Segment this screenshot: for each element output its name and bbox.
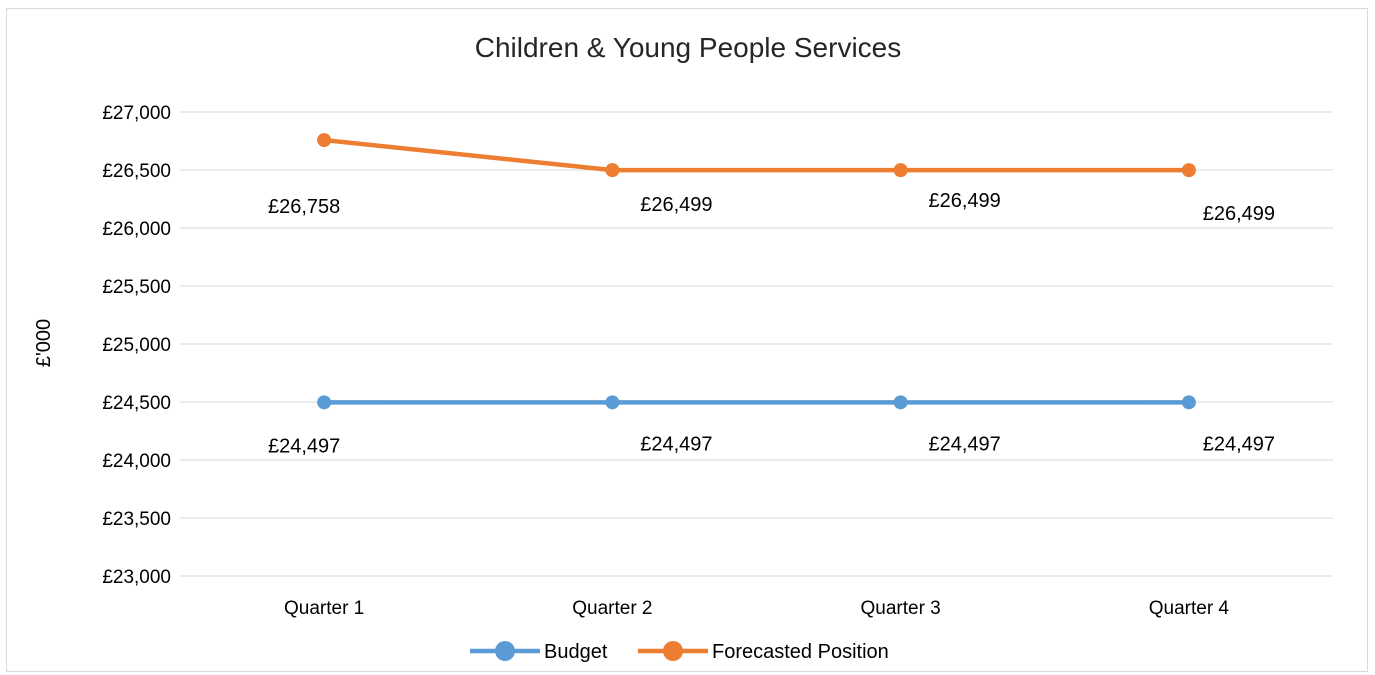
x-category-label: Quarter 4 <box>1149 598 1230 619</box>
data-label: £24,497 <box>1203 433 1275 455</box>
legend: Budget Forecasted Position <box>470 641 889 663</box>
y-tick-label: £23,000 <box>102 567 171 588</box>
y-tick-label: £24,500 <box>102 393 171 414</box>
chart-title: Children & Young People Services <box>475 32 902 63</box>
y-tick-label: £25,000 <box>102 335 171 356</box>
series-line <box>321 137 1192 173</box>
y-tick-label: £26,000 <box>102 219 171 240</box>
gridlines <box>180 111 1333 577</box>
y-tick-label: £27,000 <box>102 103 171 124</box>
x-category-label: Quarter 1 <box>284 598 364 619</box>
legend-label: Budget <box>544 641 608 663</box>
legend-marker <box>495 641 515 661</box>
data-label: £26,499 <box>1203 203 1275 225</box>
y-tick-label: £24,000 <box>102 451 171 472</box>
x-category-label: Quarter 2 <box>572 598 652 619</box>
y-tick-label: £25,500 <box>102 277 171 298</box>
data-label: £26,499 <box>928 190 1000 212</box>
x-axis-categories: Quarter 1 Quarter 2 Quarter 3 Quarter 4 <box>284 598 1229 619</box>
data-point <box>1181 395 1196 410</box>
legend-label: Forecasted Position <box>712 641 889 663</box>
legend-marker <box>663 641 683 661</box>
data-label: £24,497 <box>268 435 340 457</box>
data-label: £26,758 <box>268 196 340 218</box>
data-labels: £24,497 £24,497 £24,497 £24,497 £26,758 £26,4… <box>268 190 1275 457</box>
data-point <box>893 163 908 178</box>
data-point <box>605 395 620 410</box>
data-label: £24,497 <box>928 433 1000 455</box>
data-point <box>605 163 620 178</box>
data-point <box>893 395 908 410</box>
series-group <box>317 133 1196 410</box>
data-point <box>1181 163 1196 178</box>
y-tick-label: £26,500 <box>102 161 171 182</box>
x-category-label: Quarter 3 <box>860 598 940 619</box>
data-point <box>317 133 332 148</box>
y-axis-ticks: £23,000 £23,500 £24,000 £24,500 £25,000 £25,5… <box>102 103 171 588</box>
data-point <box>317 395 332 410</box>
y-axis-title: £'000 <box>33 319 55 367</box>
y-tick-label: £23,500 <box>102 509 171 530</box>
data-label: £24,497 <box>640 433 712 455</box>
data-label: £26,499 <box>640 194 712 216</box>
chart-frame <box>6 8 1368 672</box>
